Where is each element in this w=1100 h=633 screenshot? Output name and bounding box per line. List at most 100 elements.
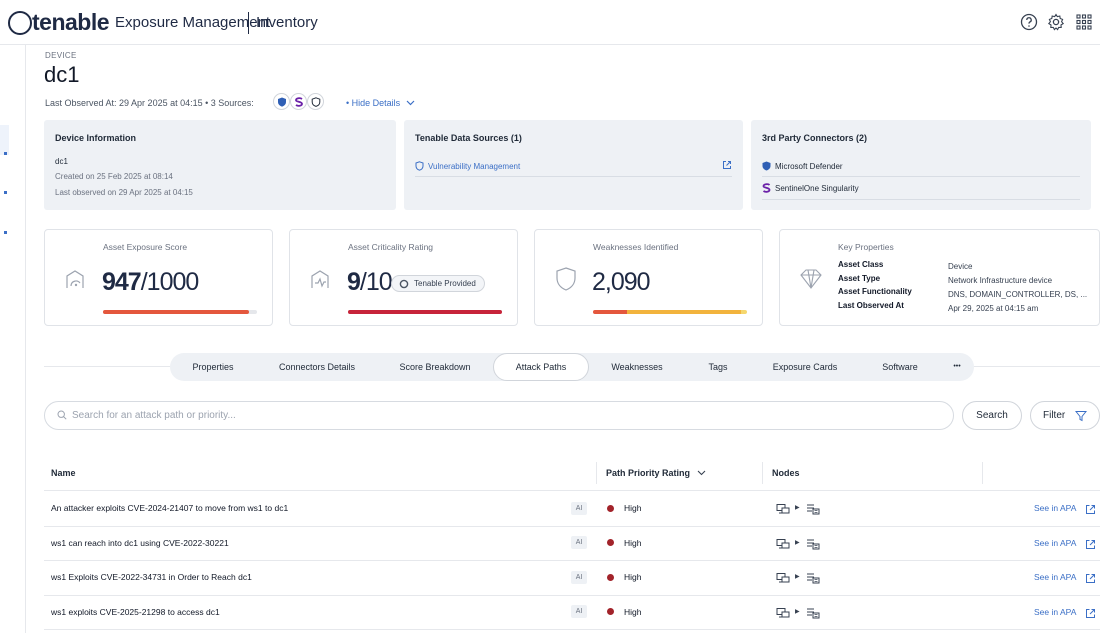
- row-divider: [44, 560, 1100, 561]
- arrow-right-icon: ▶: [795, 539, 800, 546]
- see-in-apa-link[interactable]: See in APA: [1034, 537, 1077, 548]
- page-name: Inventory: [256, 14, 318, 31]
- last-observed-meta: Last Observed At: 29 Apr 2025 at 04:15 •…: [45, 98, 254, 108]
- connector-microsoft-defender[interactable]: Microsoft Defender: [775, 162, 843, 171]
- key-properties-card[interactable]: Key Properties Asset Class Asset Type As…: [779, 229, 1100, 326]
- column-separator: [596, 462, 597, 484]
- tab-connectors-details[interactable]: Connectors Details: [278, 362, 356, 372]
- priority-label: High: [624, 537, 642, 548]
- key-property-label: Asset Class: [838, 260, 884, 269]
- weakness-bar-critical: [593, 310, 627, 314]
- data-source-link-vulnerability-management[interactable]: Vulnerability Management: [428, 162, 521, 171]
- page-title: dc1: [44, 62, 80, 87]
- sentinelone-icon: [294, 96, 303, 107]
- diamond-icon: [800, 269, 822, 289]
- attack-path-name[interactable]: An attacker exploits CVE-2024-21407 to m…: [51, 503, 289, 514]
- tab-exposure-cards[interactable]: Exposure Cards: [772, 362, 838, 372]
- asset-exposure-score-card[interactable]: Asset Exposure Score 947/1000: [44, 229, 273, 326]
- attack-path-name[interactable]: ws1 exploits CVE-2025-21298 to access dc…: [51, 606, 220, 617]
- external-link-icon[interactable]: [1085, 571, 1096, 584]
- asset-type-label: DEVICE: [45, 51, 77, 60]
- exposure-score: 947: [102, 268, 142, 296]
- source-badge-microsoft-defender[interactable]: [273, 93, 290, 110]
- priority-label: High: [624, 503, 642, 514]
- priority-dot: [607, 539, 614, 547]
- priority-dot: [607, 608, 614, 616]
- brand-logo[interactable]: tenable: [32, 9, 110, 35]
- tab-software[interactable]: Software: [882, 362, 918, 372]
- tab-properties[interactable]: Properties: [192, 362, 234, 372]
- server-node-icon[interactable]: [806, 606, 820, 619]
- see-in-apa-link[interactable]: See in APA: [1034, 606, 1077, 617]
- tenable-icon: [399, 279, 409, 289]
- tenable-logo-icon[interactable]: [8, 11, 32, 35]
- microsoft-defender-icon: [762, 161, 771, 171]
- server-node-icon[interactable]: [806, 537, 820, 550]
- left-nav-item[interactable]: [4, 231, 7, 234]
- ai-badge: AI: [571, 605, 587, 619]
- row-divider: [44, 594, 1100, 596]
- workstation-node-icon[interactable]: [776, 502, 790, 514]
- chevron-down-icon: [697, 470, 705, 476]
- hide-details-toggle[interactable]: • Hide Details: [346, 98, 415, 108]
- third-party-connectors-panel: 3rd Party Connectors (2) Microsoft Defen…: [751, 120, 1091, 210]
- tab-score-breakdown[interactable]: Score Breakdown: [399, 362, 471, 372]
- asset-criticality-rating-card[interactable]: Asset Criticality Rating 9/10 Tenable Pr…: [289, 229, 518, 326]
- weaknesses-identified-card[interactable]: Weaknesses Identified 2,090: [534, 229, 763, 326]
- search-box[interactable]: [44, 401, 954, 430]
- key-property-value: Network Infrastructure device: [948, 276, 1053, 285]
- header-divider: [44, 490, 1100, 491]
- device-name: dc1: [55, 157, 68, 166]
- panel-title: Device Information: [55, 133, 137, 143]
- gear-icon[interactable]: [1047, 13, 1065, 31]
- connector-sentinelone[interactable]: SentinelOne Singularity: [775, 184, 859, 193]
- card-title: Asset Criticality Rating: [348, 242, 434, 252]
- see-in-apa-link[interactable]: See in APA: [1034, 503, 1077, 514]
- tab-attack-paths[interactable]: Attack Paths: [493, 353, 589, 381]
- card-title: Asset Exposure Score: [103, 242, 188, 252]
- arrow-right-icon: ▶: [795, 608, 800, 615]
- attack-path-name[interactable]: ws1 Exploits CVE-2022-34731 in Order to …: [51, 572, 252, 583]
- exposure-score-max: /1000: [140, 268, 200, 296]
- see-in-apa-link[interactable]: See in APA: [1034, 572, 1077, 583]
- workstation-node-icon[interactable]: [776, 571, 790, 583]
- divider: [762, 176, 1080, 177]
- divider: [762, 199, 1080, 200]
- left-nav-item[interactable]: [4, 152, 7, 155]
- ai-badge: AI: [571, 536, 587, 550]
- filter-button[interactable]: Filter: [1030, 401, 1100, 430]
- panel-title: 3rd Party Connectors (2): [762, 133, 868, 143]
- column-header-name[interactable]: Name: [51, 468, 76, 478]
- tab-tags[interactable]: Tags: [708, 362, 728, 372]
- external-link-icon[interactable]: [1085, 606, 1096, 618]
- external-link-icon[interactable]: [1085, 502, 1096, 515]
- search-button[interactable]: Search: [962, 401, 1022, 430]
- criticality-rating: 9: [347, 268, 361, 296]
- workstation-node-icon[interactable]: [776, 606, 790, 618]
- server-node-icon[interactable]: [806, 502, 820, 515]
- divider: [415, 176, 732, 177]
- attack-path-name[interactable]: ws1 can reach into dc1 using CVE-2022-30…: [51, 537, 229, 548]
- search-input[interactable]: Search for an attack path or priority...: [72, 410, 236, 421]
- help-icon[interactable]: [1020, 13, 1038, 31]
- key-property-value: DNS, DOMAIN_CONTROLLER, DS, ...: [948, 290, 1088, 299]
- app-grid-icon[interactable]: [1075, 13, 1093, 31]
- column-header-priority[interactable]: Path Priority Rating: [606, 468, 706, 478]
- workstation-node-icon[interactable]: [776, 537, 790, 549]
- exposure-score-value: 947/1000: [102, 268, 200, 297]
- source-badge-vulnerability-management[interactable]: [307, 93, 324, 110]
- external-link-icon[interactable]: [722, 160, 732, 170]
- priority-label: High: [624, 572, 642, 583]
- tab-weaknesses[interactable]: Weaknesses: [611, 362, 663, 372]
- column-header-nodes[interactable]: Nodes: [772, 468, 800, 478]
- external-link-icon[interactable]: [1085, 537, 1096, 549]
- hide-details-label: • Hide Details: [346, 98, 401, 108]
- left-nav-item[interactable]: [4, 191, 7, 194]
- tenable-data-sources-panel: Tenable Data Sources (1) Vulnerability M…: [404, 120, 743, 210]
- source-badge-sentinelone[interactable]: [290, 93, 307, 110]
- panel-title: Tenable Data Sources (1): [415, 133, 522, 143]
- server-node-icon[interactable]: [806, 571, 820, 584]
- tab-more-menu[interactable]: •••: [953, 363, 961, 370]
- arrow-right-icon: ▶: [795, 505, 800, 512]
- shield-icon: [277, 97, 286, 107]
